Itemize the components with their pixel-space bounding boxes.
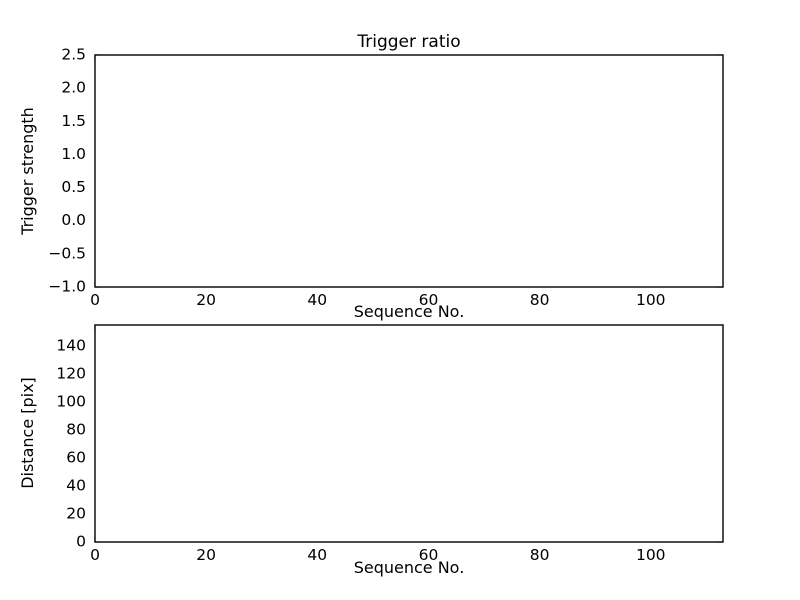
x-axis-label-top: Sequence No. [354,302,465,321]
x-tick-label: 80 [530,291,550,309]
x-tick-label: 0 [90,546,100,564]
y-axis-label-top: Trigger strength [18,107,37,236]
y-tick-label: 0.5 [61,178,86,196]
subplot-trigger-ratio: Trigger ratio −1.0 −0.5 0.0 0.5 1.0 1.5 2.0 2.5… [18,32,724,321]
y-tick-label: 20 [66,505,86,523]
x-tick-label: 0 [90,291,100,309]
x-tick-label: 100 [636,546,666,564]
y-tick-label: 100 [56,393,86,411]
y-tick-label: 40 [66,477,86,495]
y-tick-label: 0 [76,533,86,551]
y-tick-label: 0.0 [61,211,86,229]
x-tick-label: 40 [307,546,327,564]
x-tick-label: 60 [419,546,439,564]
y-tick-label: 1.0 [61,145,86,163]
y-tick-label: 1.5 [61,112,86,130]
page-title: Trigger ratio [356,32,460,52]
x-tick-label: 60 [419,291,439,309]
y-axis-label-bottom: Distance [pix] [18,377,37,489]
x-tick-label: 40 [307,291,327,309]
x-tick-label: 80 [530,546,550,564]
axis-ticks-bottom: 0 20 40 60 80 100 120 140 0 20 40 60 80 100 [56,325,723,564]
y-tick-label: −1.0 [48,278,86,296]
x-tick-label: 100 [636,291,666,309]
subplot-distance: 0 20 40 60 80 100 120 140 0 20 40 60 80 100 Distance … [18,324,724,577]
axes-frame-bottom [94,324,724,543]
y-tick-label: 80 [66,421,86,439]
y-tick-label: 60 [66,449,86,467]
x-tick-label: 20 [196,546,216,564]
y-tick-label: 2.0 [61,79,86,97]
y-tick-label: 2.5 [61,46,86,64]
x-tick-label: 20 [196,291,216,309]
y-tick-label: −0.5 [48,244,86,262]
x-axis-label-bottom: Sequence No. [354,558,465,577]
axes-frame-top [94,54,724,288]
y-tick-label: 140 [56,337,86,355]
axis-ticks-top: −1.0 −0.5 0.0 0.5 1.0 1.5 2.0 2.5 0 20 40 60 80 100 [48,46,723,309]
y-tick-label: 120 [56,365,86,383]
